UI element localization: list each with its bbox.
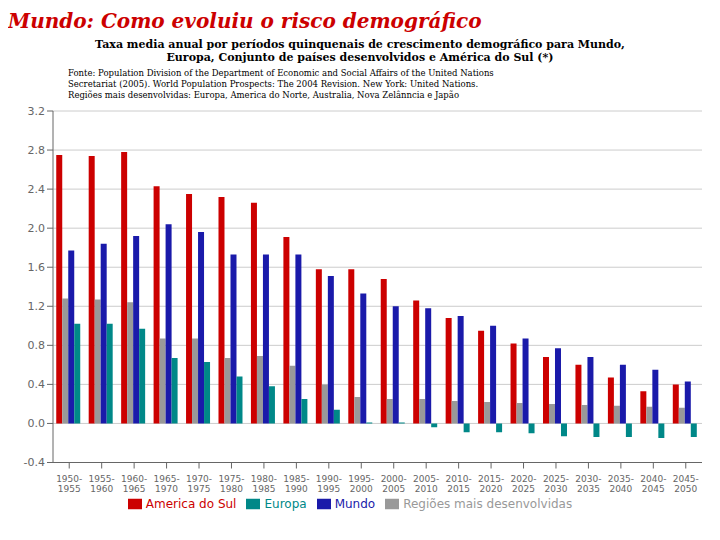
svg-text:0.4: 0.4 (28, 378, 46, 391)
svg-text:2010-2015: 2010-2015 (446, 474, 472, 494)
svg-text:0.8: 0.8 (28, 339, 46, 352)
html-text:Regiões mais desenvolvidas: Regiões mais desenvolvidas (403, 496, 573, 511)
svg-text:-0.4: -0.4 (24, 456, 45, 469)
html-text:America do Sul: America do Sul (145, 496, 237, 511)
svg-text:3.2: 3.2 (28, 105, 46, 118)
svg-text:2030-2035: 2030-2035 (575, 474, 601, 494)
svg-text:1950-1955: 1950-1955 (56, 474, 82, 494)
svg-text:2040-2045: 2040-2045 (640, 474, 666, 494)
svg-text:2000-2005: 2000-2005 (381, 474, 407, 494)
html-text:Europa, Conjunto de países des: Europa, Conjunto de países desenvolvidos… (166, 51, 554, 64)
html-text:Fonte: Population Division of: Fonte: Population Division of the Depart… (68, 68, 494, 78)
html-text:Regiões mais desenvolvidas: Eu: Regiões mais desenvolvidas: Europa, Amer… (68, 90, 459, 100)
svg-text:0.0: 0.0 (28, 417, 46, 430)
svg-text:1.6: 1.6 (28, 261, 46, 274)
svg-text:2045-2050: 2045-2050 (673, 474, 699, 494)
svg-text:2035-2040: 2035-2040 (608, 474, 634, 494)
svg-text:1965-1970: 1965-1970 (153, 474, 179, 494)
svg-text:1985-1990: 1985-1990 (283, 474, 309, 494)
svg-text:2025-2030: 2025-2030 (543, 474, 569, 494)
svg-text:1990-1995: 1990-1995 (316, 474, 342, 494)
html-text:Europa: Europa (264, 496, 307, 511)
html-text:Secretariat (2005). World Popu: Secretariat (2005). World Population Pro… (68, 79, 479, 89)
svg-text:1960-1965: 1960-1965 (121, 474, 147, 494)
svg-text:2.0: 2.0 (28, 222, 46, 235)
svg-text:2.4: 2.4 (28, 183, 46, 196)
svg-text:2.8: 2.8 (28, 144, 46, 157)
svg-text:1955-1960: 1955-1960 (89, 474, 115, 494)
svg-text:2015-2020: 2015-2020 (478, 474, 504, 494)
svg-text:1975-1980: 1975-1980 (218, 474, 244, 494)
svg-text:2020-2025: 2020-2025 (510, 474, 536, 494)
svg-text:2005-2010: 2005-2010 (413, 474, 439, 494)
html-text:Taxa media anual por períodos: Taxa media anual por períodos quinquenai… (95, 38, 625, 51)
html-text:Mundo: Como evoluiu o risco de: Mundo: Como evoluiu o risco demográfico (8, 9, 482, 33)
html-text:Mundo: Mundo (334, 496, 376, 511)
svg-text:1.2: 1.2 (28, 300, 46, 313)
svg-text:1995-2000: 1995-2000 (348, 474, 374, 494)
svg-text:1980-1985: 1980-1985 (251, 474, 277, 494)
svg-text:1970-1975: 1970-1975 (186, 474, 212, 494)
